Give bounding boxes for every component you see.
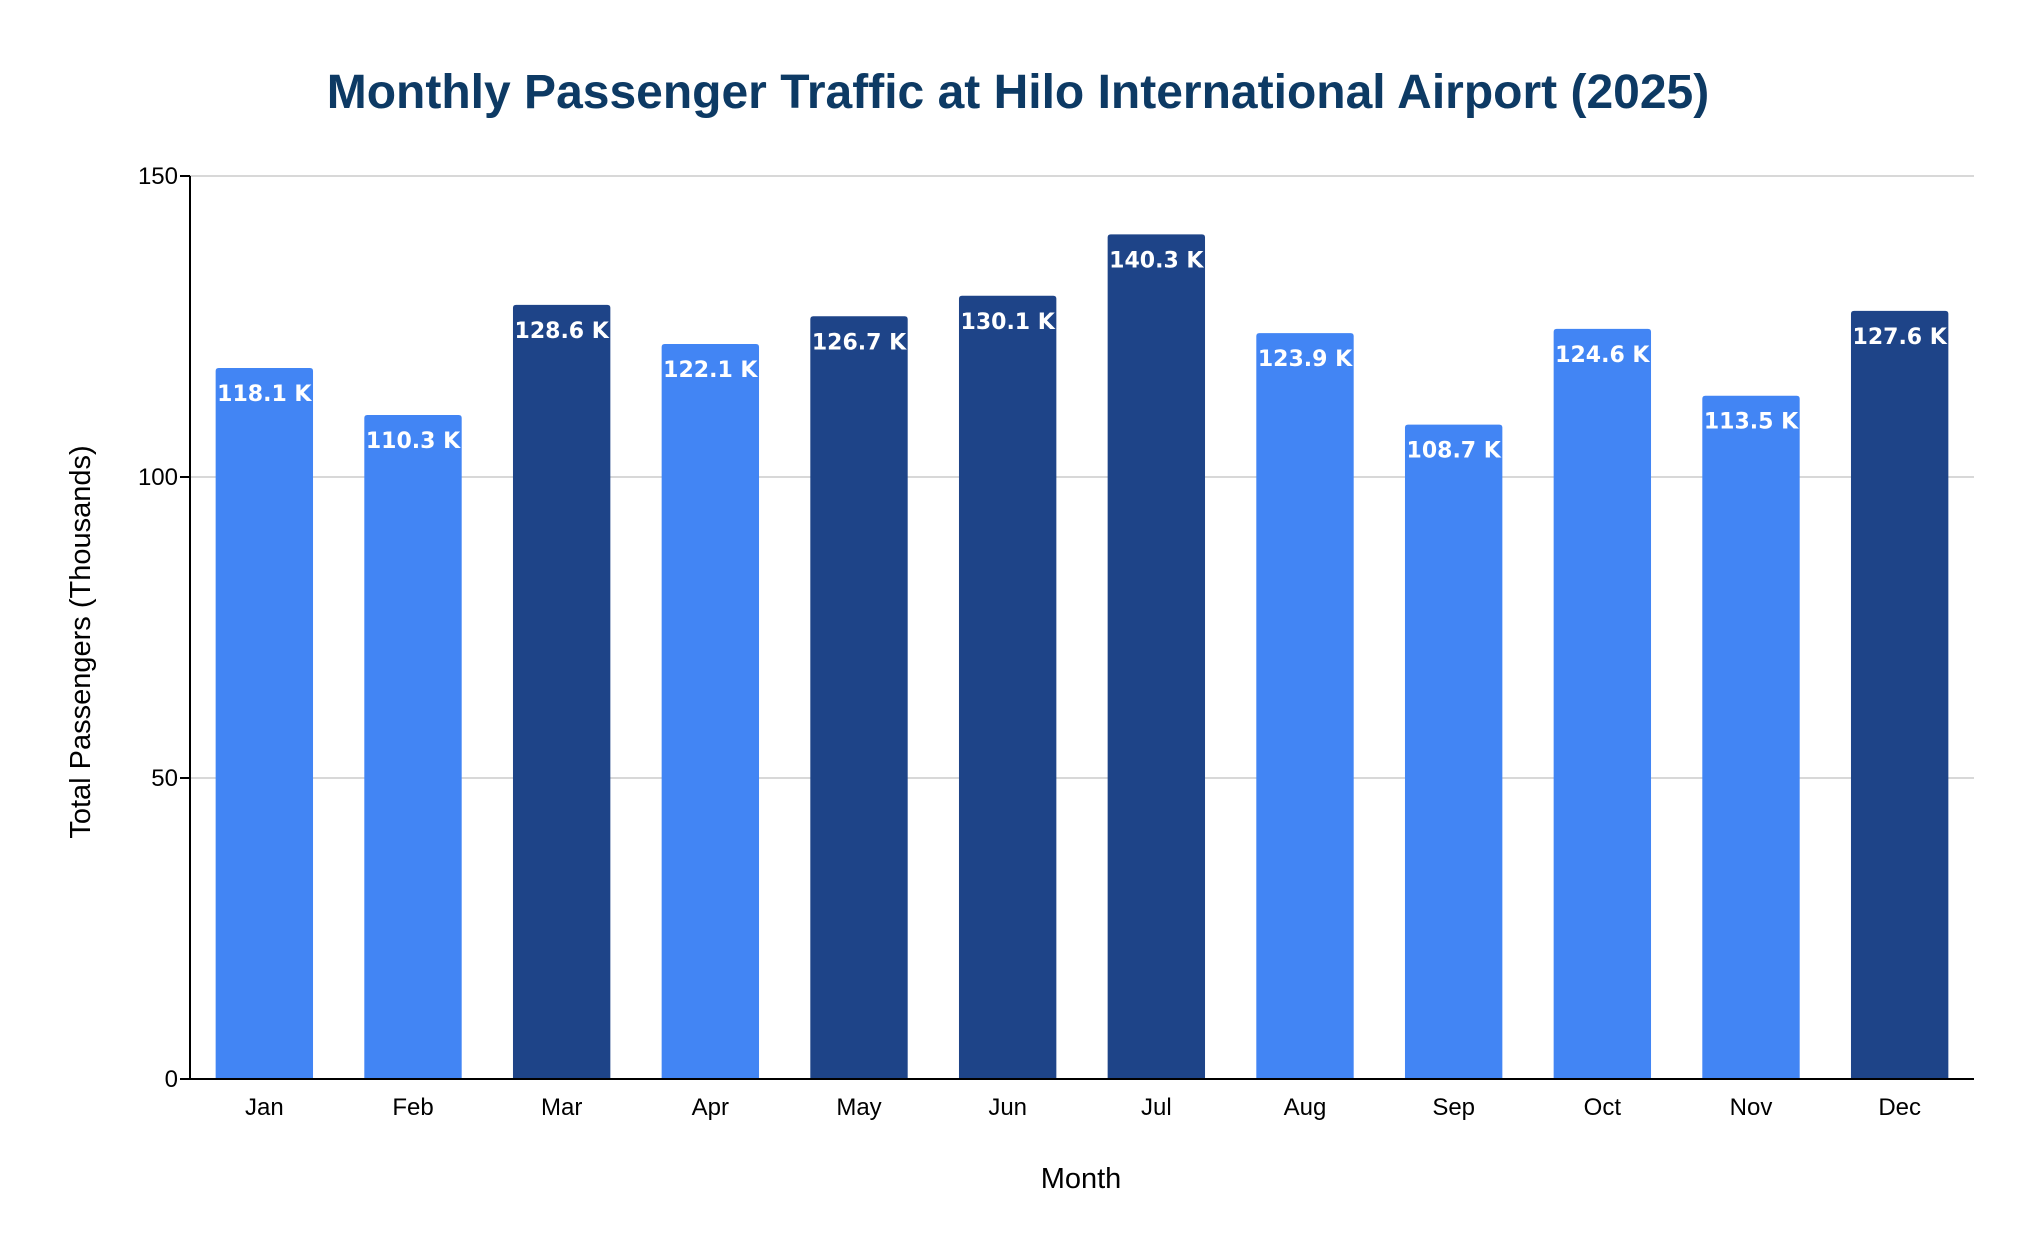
data-label: 130.1 K	[961, 310, 1056, 335]
x-tick-label: Sep	[1432, 1094, 1475, 1121]
bar-nov	[1702, 395, 1800, 1080]
x-tick-labels: Jan Feb Mar Apr May Jun Jul Aug Sep Oct Nov Dec	[245, 1094, 1921, 1121]
bar-mar	[512, 304, 611, 1079]
x-tick-label: Feb	[392, 1094, 433, 1121]
bar-feb	[364, 414, 462, 1079]
data-label: 124.6 K	[1555, 343, 1650, 368]
x-tick-label: Dec	[1878, 1094, 1921, 1121]
bar-dec	[1850, 310, 1949, 1079]
data-label: 110.3 K	[366, 429, 461, 454]
x-tick-label: Jul	[1141, 1094, 1172, 1121]
x-tick-label: Apr	[692, 1094, 729, 1121]
bar-jan	[215, 368, 314, 1080]
y-tick-labels: 0 50 100 150	[138, 163, 178, 1093]
x-tick-label: Oct	[1584, 1094, 1622, 1121]
y-tick-label: 50	[151, 765, 178, 792]
data-label: 123.9 K	[1258, 347, 1353, 372]
axes	[180, 175, 1974, 1080]
bar-jul	[1107, 234, 1206, 1080]
bar-may	[810, 316, 908, 1079]
bar-apr	[661, 343, 760, 1079]
data-label: 118.1 K	[217, 382, 312, 407]
data-label: 108.7 K	[1407, 439, 1502, 464]
y-tick-label: 0	[165, 1066, 178, 1093]
bar-oct	[1553, 328, 1652, 1080]
x-tick-label: Nov	[1730, 1094, 1773, 1121]
data-label: 140.3 K	[1109, 248, 1204, 273]
data-label: 127.6 K	[1853, 325, 1948, 350]
y-tick-label: 150	[138, 163, 178, 190]
bars	[215, 234, 1949, 1080]
data-labels: 118.1 K 110.3 K 128.6 K 122.1 K 126.7 K 130.1…	[217, 248, 1948, 463]
data-label: 126.7 K	[812, 330, 907, 355]
gridlines	[190, 175, 1974, 779]
x-tick-label: May	[836, 1094, 881, 1121]
y-axis-title: Total Passengers (Thousands)	[65, 445, 97, 838]
bar-sep	[1404, 424, 1503, 1080]
x-tick-label: Jun	[988, 1094, 1027, 1121]
data-label: 122.1 K	[663, 358, 758, 383]
x-tick-label: Aug	[1284, 1094, 1327, 1121]
data-label: 113.5 K	[1704, 410, 1799, 435]
bar-jun	[958, 295, 1057, 1080]
data-label: 128.6 K	[515, 319, 610, 344]
bar-aug	[1256, 333, 1354, 1079]
x-axis-title: Month	[1041, 1163, 1122, 1195]
x-tick-label: Jan	[245, 1094, 284, 1121]
chart-title: Monthly Passenger Traffic at Hilo Intern…	[327, 66, 1709, 119]
y-tick-label: 100	[138, 464, 178, 491]
x-tick-label: Mar	[541, 1094, 582, 1121]
